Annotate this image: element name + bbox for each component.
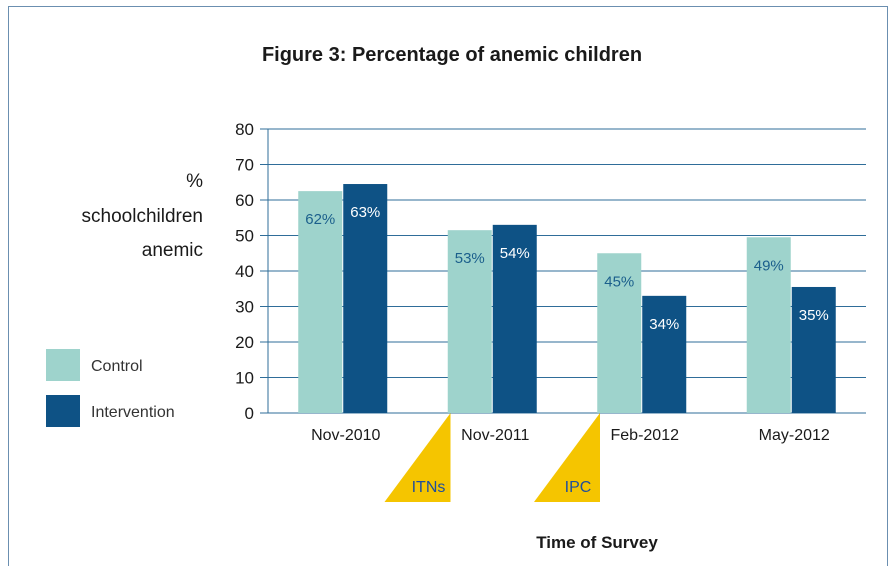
y-tick-label: 0 (245, 404, 254, 423)
bar-intervention-0 (343, 184, 388, 413)
category-label: Nov-2010 (311, 427, 380, 444)
bars (298, 184, 836, 413)
category-labels: Nov-2010 Nov-2011 Feb-2012 May-2012 (311, 427, 830, 444)
category-label: Feb-2012 (611, 427, 680, 444)
y-axis-ticks: 0 10 20 30 40 50 60 70 80 (235, 120, 254, 423)
annotation-triangle (534, 413, 600, 502)
data-label: 45% (604, 273, 634, 290)
data-label: 62% (305, 211, 335, 228)
data-label: 53% (455, 250, 485, 267)
annotation-triangle (384, 413, 451, 502)
bar-intervention-1 (492, 224, 537, 413)
y-label-line: % (186, 171, 203, 192)
data-labels: 62% 63% 53% 54% 45% 34% 49% 35% (305, 204, 829, 333)
y-tick-label: 40 (235, 262, 254, 281)
data-label: 63% (350, 204, 380, 221)
data-label: 54% (500, 245, 530, 262)
x-axis-label: Time of Survey (536, 533, 658, 552)
annotations: ITNs IPC (384, 413, 600, 502)
y-tick-label: 10 (235, 369, 254, 388)
chart-title: Figure 3: Percentage of anemic children (262, 44, 642, 66)
y-tick-label: 20 (235, 333, 254, 352)
category-label: Nov-2011 (461, 427, 529, 444)
legend-label: Intervention (91, 404, 175, 421)
bar-intervention-3 (791, 286, 836, 413)
data-label: 35% (799, 307, 829, 324)
y-tick-label: 60 (235, 191, 254, 210)
bar-control-3 (746, 237, 791, 413)
bar-control-2 (597, 253, 642, 413)
category-label: May-2012 (759, 427, 830, 444)
bar-control-1 (447, 230, 492, 413)
annotation-label: ITNs (412, 479, 446, 496)
bar-intervention-2 (642, 295, 687, 413)
bar-control-0 (298, 191, 343, 413)
annotation-label: IPC (565, 479, 592, 496)
y-tick-label: 50 (235, 227, 254, 246)
y-tick-label: 30 (235, 298, 254, 317)
legend-label: Control (91, 358, 143, 375)
y-tick-label: 70 (235, 156, 254, 175)
y-label-line: schoolchildren (82, 206, 203, 227)
y-tick-label: 80 (235, 120, 254, 139)
y-axis-label: % schoolchildren anemic (82, 171, 204, 261)
y-label-line: anemic (142, 240, 203, 261)
data-label: 34% (649, 316, 679, 333)
legend-swatch (46, 395, 80, 427)
legend-swatch (46, 349, 80, 381)
legend: Control Intervention (46, 349, 175, 427)
data-label: 49% (754, 257, 784, 274)
